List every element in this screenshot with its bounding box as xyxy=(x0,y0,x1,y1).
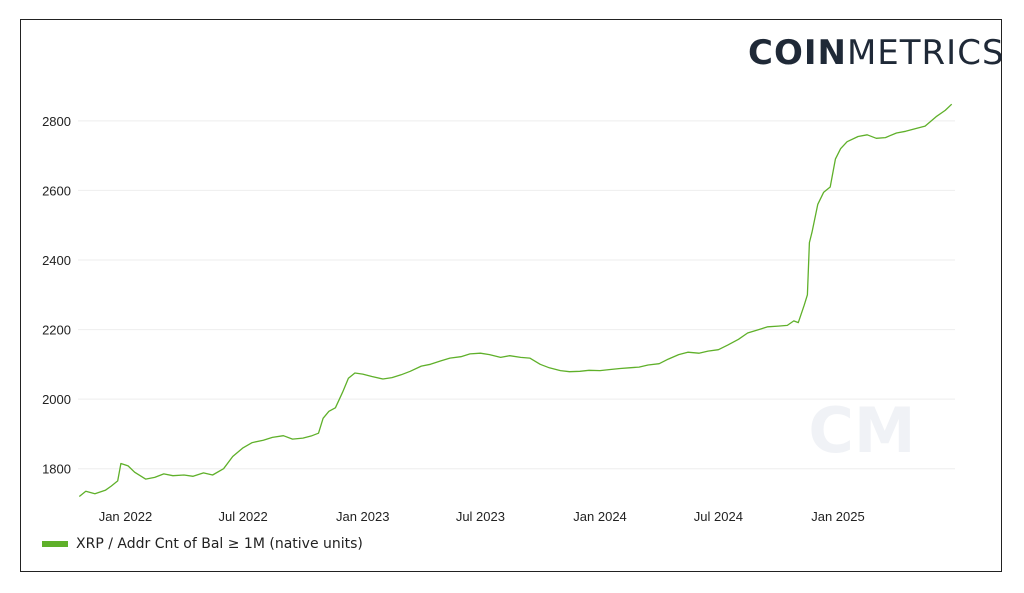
series-layer xyxy=(78,103,953,498)
series-line xyxy=(78,103,953,498)
y-tick-label: 2400 xyxy=(42,253,71,268)
y-tick-label: 2800 xyxy=(42,114,71,129)
coinmetrics-logo: COINMETRICS xyxy=(748,33,1005,73)
legend-swatch xyxy=(42,541,68,547)
x-axis-ticks: Jan 2022 Jul 2022 Jan 2023 Jul 2023 Jan 2024… xyxy=(99,509,865,524)
chart-frame xyxy=(20,19,1002,572)
legend[interactable]: XRP / Addr Cnt of Bal ≥ 1M (native units… xyxy=(42,536,363,552)
x-tick-label: Jan 2023 xyxy=(336,509,390,524)
legend-label: XRP / Addr Cnt of Bal ≥ 1M (native units… xyxy=(76,536,363,552)
y-tick-label: 2000 xyxy=(42,392,71,407)
y-tick-label: 2200 xyxy=(42,323,71,338)
x-tick-label: Jan 2024 xyxy=(573,509,627,524)
x-tick-label: Jul 2024 xyxy=(694,509,743,524)
y-tick-label: 1800 xyxy=(42,462,71,477)
x-tick-label: Jul 2022 xyxy=(219,509,268,524)
y-axis-ticks: 1800 2000 2200 2400 2600 2800 xyxy=(42,114,71,477)
gridlines xyxy=(78,120,955,470)
x-tick-label: Jan 2022 xyxy=(99,509,153,524)
x-tick-label: Jan 2025 xyxy=(811,509,865,524)
watermark-logo: CM xyxy=(808,394,915,467)
x-tick-label: Jul 2023 xyxy=(456,509,505,524)
y-tick-label: 2600 xyxy=(42,183,71,198)
